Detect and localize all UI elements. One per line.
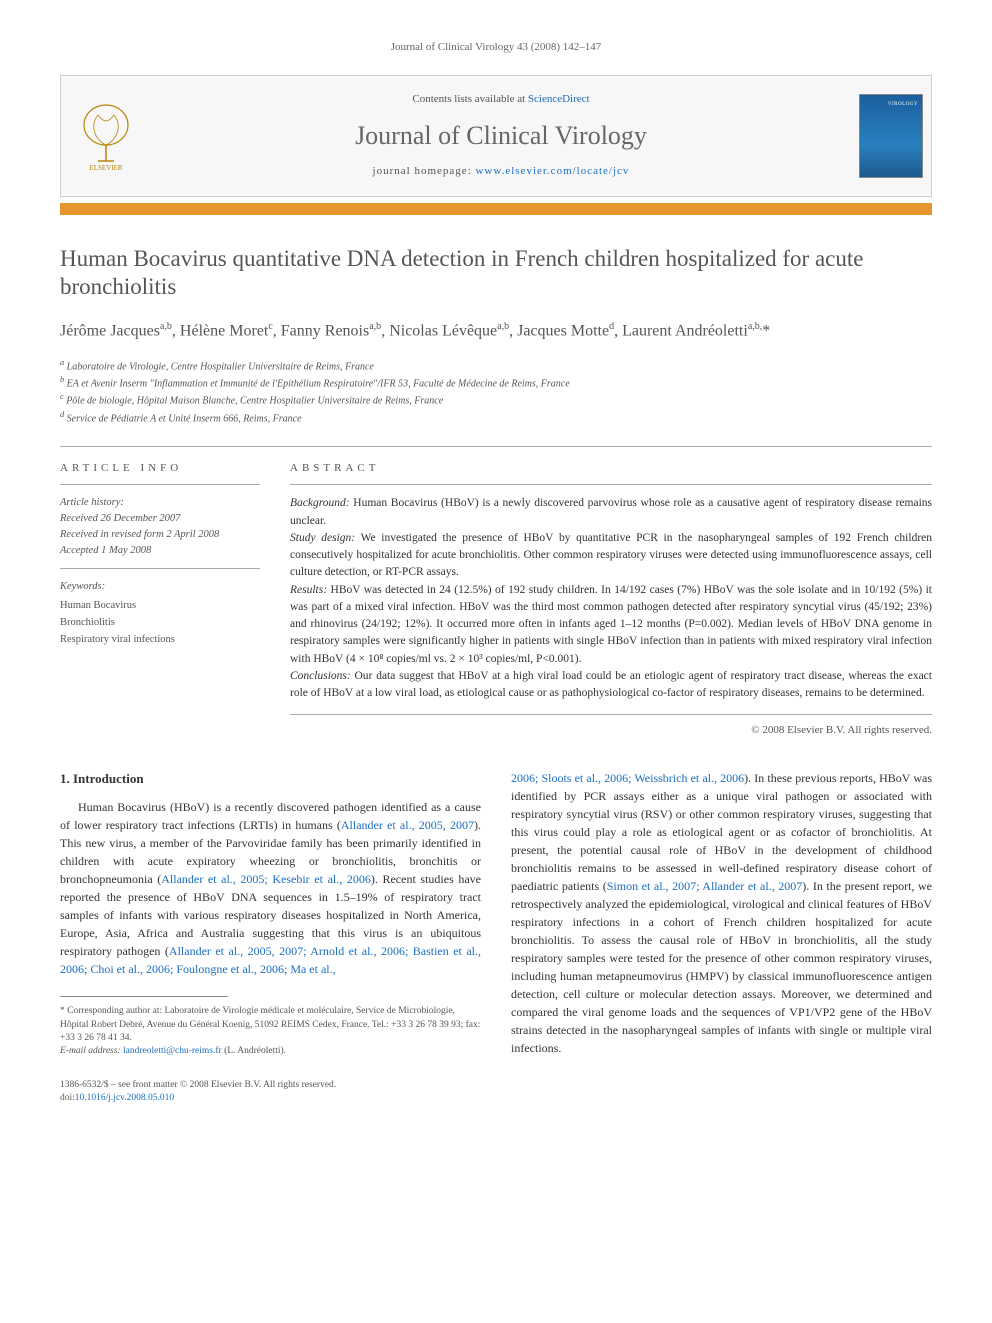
abstract-segment: Study design: We investigated the presen…: [290, 530, 932, 582]
citation-link[interactable]: Allander et al., 2005; Kesebir et al., 2…: [161, 872, 371, 886]
email-link[interactable]: landreoletti@chu-reims.fr: [123, 1046, 222, 1056]
keyword: Human Bocavirus: [60, 600, 136, 611]
article-info-column: article info Article history: Received 2…: [60, 447, 260, 739]
corresponding-author-footnote: * Corresponding author at: Laboratoire d…: [60, 1005, 481, 1058]
issn-line: 1386-6532/$ – see front matter © 2008 El…: [60, 1080, 336, 1090]
history-line: Received 26 December 2007: [60, 513, 180, 524]
citation-link[interactable]: Allander et al., 2005, 2007; Arnold et a…: [60, 944, 481, 976]
affiliation-line: a Laboratoire de Virologie, Centre Hospi…: [60, 357, 932, 374]
doi-label: doi:: [60, 1093, 75, 1103]
article-title: Human Bocavirus quantitative DNA detecti…: [60, 245, 932, 303]
sciencedirect-link[interactable]: ScienceDirect: [528, 93, 590, 105]
cover-container: [851, 76, 931, 195]
keywords-label: Keywords:: [60, 579, 260, 596]
abstract-heading: abstract: [290, 461, 932, 485]
section-number: 1.: [60, 771, 70, 786]
body-two-column: 1. Introduction Human Bocavirus (HBoV) i…: [60, 769, 932, 1059]
journal-title: Journal of Clinical Virology: [161, 118, 841, 154]
affiliation-line: d Service de Pédiatrie A et Unité Inserm…: [60, 409, 932, 426]
history-line: Received in revised form 2 April 2008: [60, 529, 219, 540]
keyword: Respiratory viral infections: [60, 634, 175, 645]
running-header: Journal of Clinical Virology 43 (2008) 1…: [60, 40, 932, 55]
article-history: Article history: Received 26 December 20…: [60, 495, 260, 569]
journal-banner: ELSEVIER Contents lists available at Sci…: [60, 75, 932, 196]
history-line: Accepted 1 May 2008: [60, 545, 151, 556]
section-heading: 1. Introduction: [60, 769, 481, 789]
footnote-separator: [60, 996, 228, 997]
citation-link[interactable]: Simon et al., 2007; Allander et al., 200…: [607, 879, 803, 893]
abstract-body: Background: Human Bocavirus (HBoV) is a …: [290, 495, 932, 715]
abstract-copyright: © 2008 Elsevier B.V. All rights reserved…: [290, 723, 932, 738]
homepage-prefix: journal homepage:: [373, 165, 476, 177]
keyword: Bronchiolitis: [60, 617, 115, 628]
contents-line: Contents lists available at ScienceDirec…: [161, 92, 841, 107]
journal-cover-thumb: [859, 94, 923, 178]
email-suffix: (L. Andréoletti).: [222, 1046, 286, 1056]
history-label: Article history:: [60, 497, 124, 508]
info-abstract-row: article info Article history: Received 2…: [60, 446, 932, 739]
abstract-segment: Background: Human Bocavirus (HBoV) is a …: [290, 495, 932, 530]
body-column-right: 2006; Sloots et al., 2006; Weissbrich et…: [511, 769, 932, 1059]
elsevier-tree-icon: ELSEVIER: [76, 101, 136, 171]
affiliation-line: b EA et Avenir Inserm "Inflammation et I…: [60, 374, 932, 391]
section-title: Introduction: [73, 771, 144, 786]
homepage-line: journal homepage: www.elsevier.com/locat…: [161, 164, 841, 179]
affiliations: a Laboratoire de Virologie, Centre Hospi…: [60, 357, 932, 426]
body-paragraph: 2006; Sloots et al., 2006; Weissbrich et…: [511, 769, 932, 1057]
citation-link[interactable]: 2006; Sloots et al., 2006; Weissbrich et…: [511, 771, 744, 785]
article-info-heading: article info: [60, 461, 260, 485]
doi-link[interactable]: 10.1016/j.jcv.2008.05.010: [75, 1093, 174, 1103]
page-footer: 1386-6532/$ – see front matter © 2008 El…: [60, 1079, 932, 1106]
accent-bar: [60, 203, 932, 215]
svg-text:ELSEVIER: ELSEVIER: [89, 164, 122, 171]
abstract-segment: Conclusions: Our data suggest that HBoV …: [290, 668, 932, 703]
homepage-link[interactable]: www.elsevier.com/locate/jcv: [475, 165, 629, 177]
affiliation-line: c Pôle de biologie, Hôpital Maison Blanc…: [60, 391, 932, 408]
keywords-block: Keywords: Human Bocavirus Bronchiolitis …: [60, 579, 260, 648]
footnote-text: * Corresponding author at: Laboratoire d…: [60, 1006, 480, 1043]
email-label: E-mail address:: [60, 1046, 123, 1056]
author-list: Jérôme Jacquesa,b, Hélène Moretc, Fanny …: [60, 320, 932, 343]
publisher-logo-container: ELSEVIER: [61, 76, 151, 195]
body-column-left: 1. Introduction Human Bocavirus (HBoV) i…: [60, 769, 481, 1059]
abstract-column: abstract Background: Human Bocavirus (HB…: [290, 447, 932, 739]
body-paragraph: Human Bocavirus (HBoV) is a recently dis…: [60, 798, 481, 978]
banner-center: Contents lists available at ScienceDirec…: [151, 76, 851, 195]
citation-link[interactable]: Allander et al., 2005, 2007: [341, 818, 474, 832]
abstract-segment: Results: HBoV was detected in 24 (12.5%)…: [290, 582, 932, 668]
contents-prefix: Contents lists available at: [412, 93, 527, 105]
